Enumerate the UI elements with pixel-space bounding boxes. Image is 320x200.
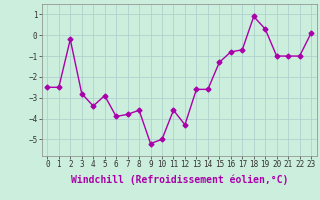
X-axis label: Windchill (Refroidissement éolien,°C): Windchill (Refroidissement éolien,°C) — [70, 175, 288, 185]
